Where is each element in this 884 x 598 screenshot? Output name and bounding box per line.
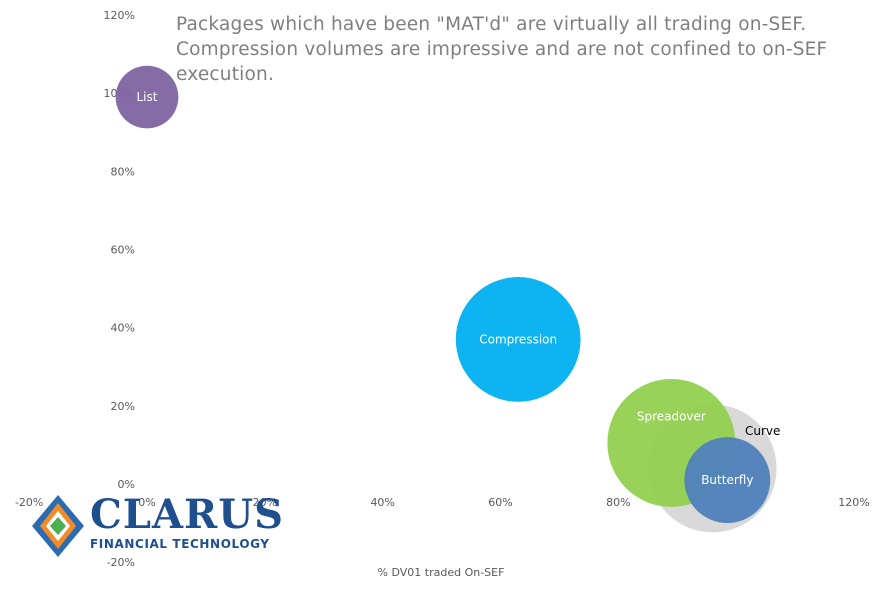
x-tick-label: -20%: [15, 496, 43, 509]
clarus-logo: CLARUS FINANCIAL TECHNOLOGY: [30, 493, 283, 563]
x-axis-title: % DV01 traded On-SEF: [378, 566, 505, 579]
y-tick-label: 0%: [118, 478, 135, 491]
y-tick-label: 60%: [111, 244, 135, 257]
y-axis-ticks: -20%0%20%40%60%80%100%120%: [104, 9, 135, 569]
x-tick-label: 20%: [253, 496, 277, 509]
bubbles: Curve Spreadover Compression Butterfly List: [115, 65, 780, 533]
x-tick-label: 0%: [138, 496, 155, 509]
logo-wordmark: CLARUS: [90, 491, 285, 538]
bubble-label-compression: Compression: [479, 332, 557, 346]
bubble-list: [115, 65, 179, 129]
chart-annotation: Packages which have been "MAT'd" are vir…: [176, 14, 828, 85]
bubble-label-list: List: [137, 90, 158, 104]
bubble-compression: [455, 277, 581, 402]
clarus-logo-mark: [32, 495, 84, 557]
y-tick-label: 120%: [104, 9, 135, 22]
bubble-label-spreadover: Spreadover: [637, 410, 706, 424]
bubble-butterfly: [684, 437, 771, 524]
bubble-label-butterfly: Butterfly: [701, 473, 753, 487]
x-tick-label: 40%: [370, 496, 394, 509]
x-tick-label: 120%: [838, 496, 869, 509]
logo-tagline: FINANCIAL TECHNOLOGY: [90, 537, 270, 551]
y-tick-label: -20%: [107, 556, 135, 569]
x-tick-label: 60%: [488, 496, 512, 509]
x-tick-label: 80%: [606, 496, 630, 509]
y-tick-label: 80%: [111, 165, 135, 178]
y-tick-label: 20%: [111, 400, 135, 413]
y-tick-label: 40%: [111, 322, 135, 335]
bubble-label-curve: Curve: [745, 424, 780, 438]
